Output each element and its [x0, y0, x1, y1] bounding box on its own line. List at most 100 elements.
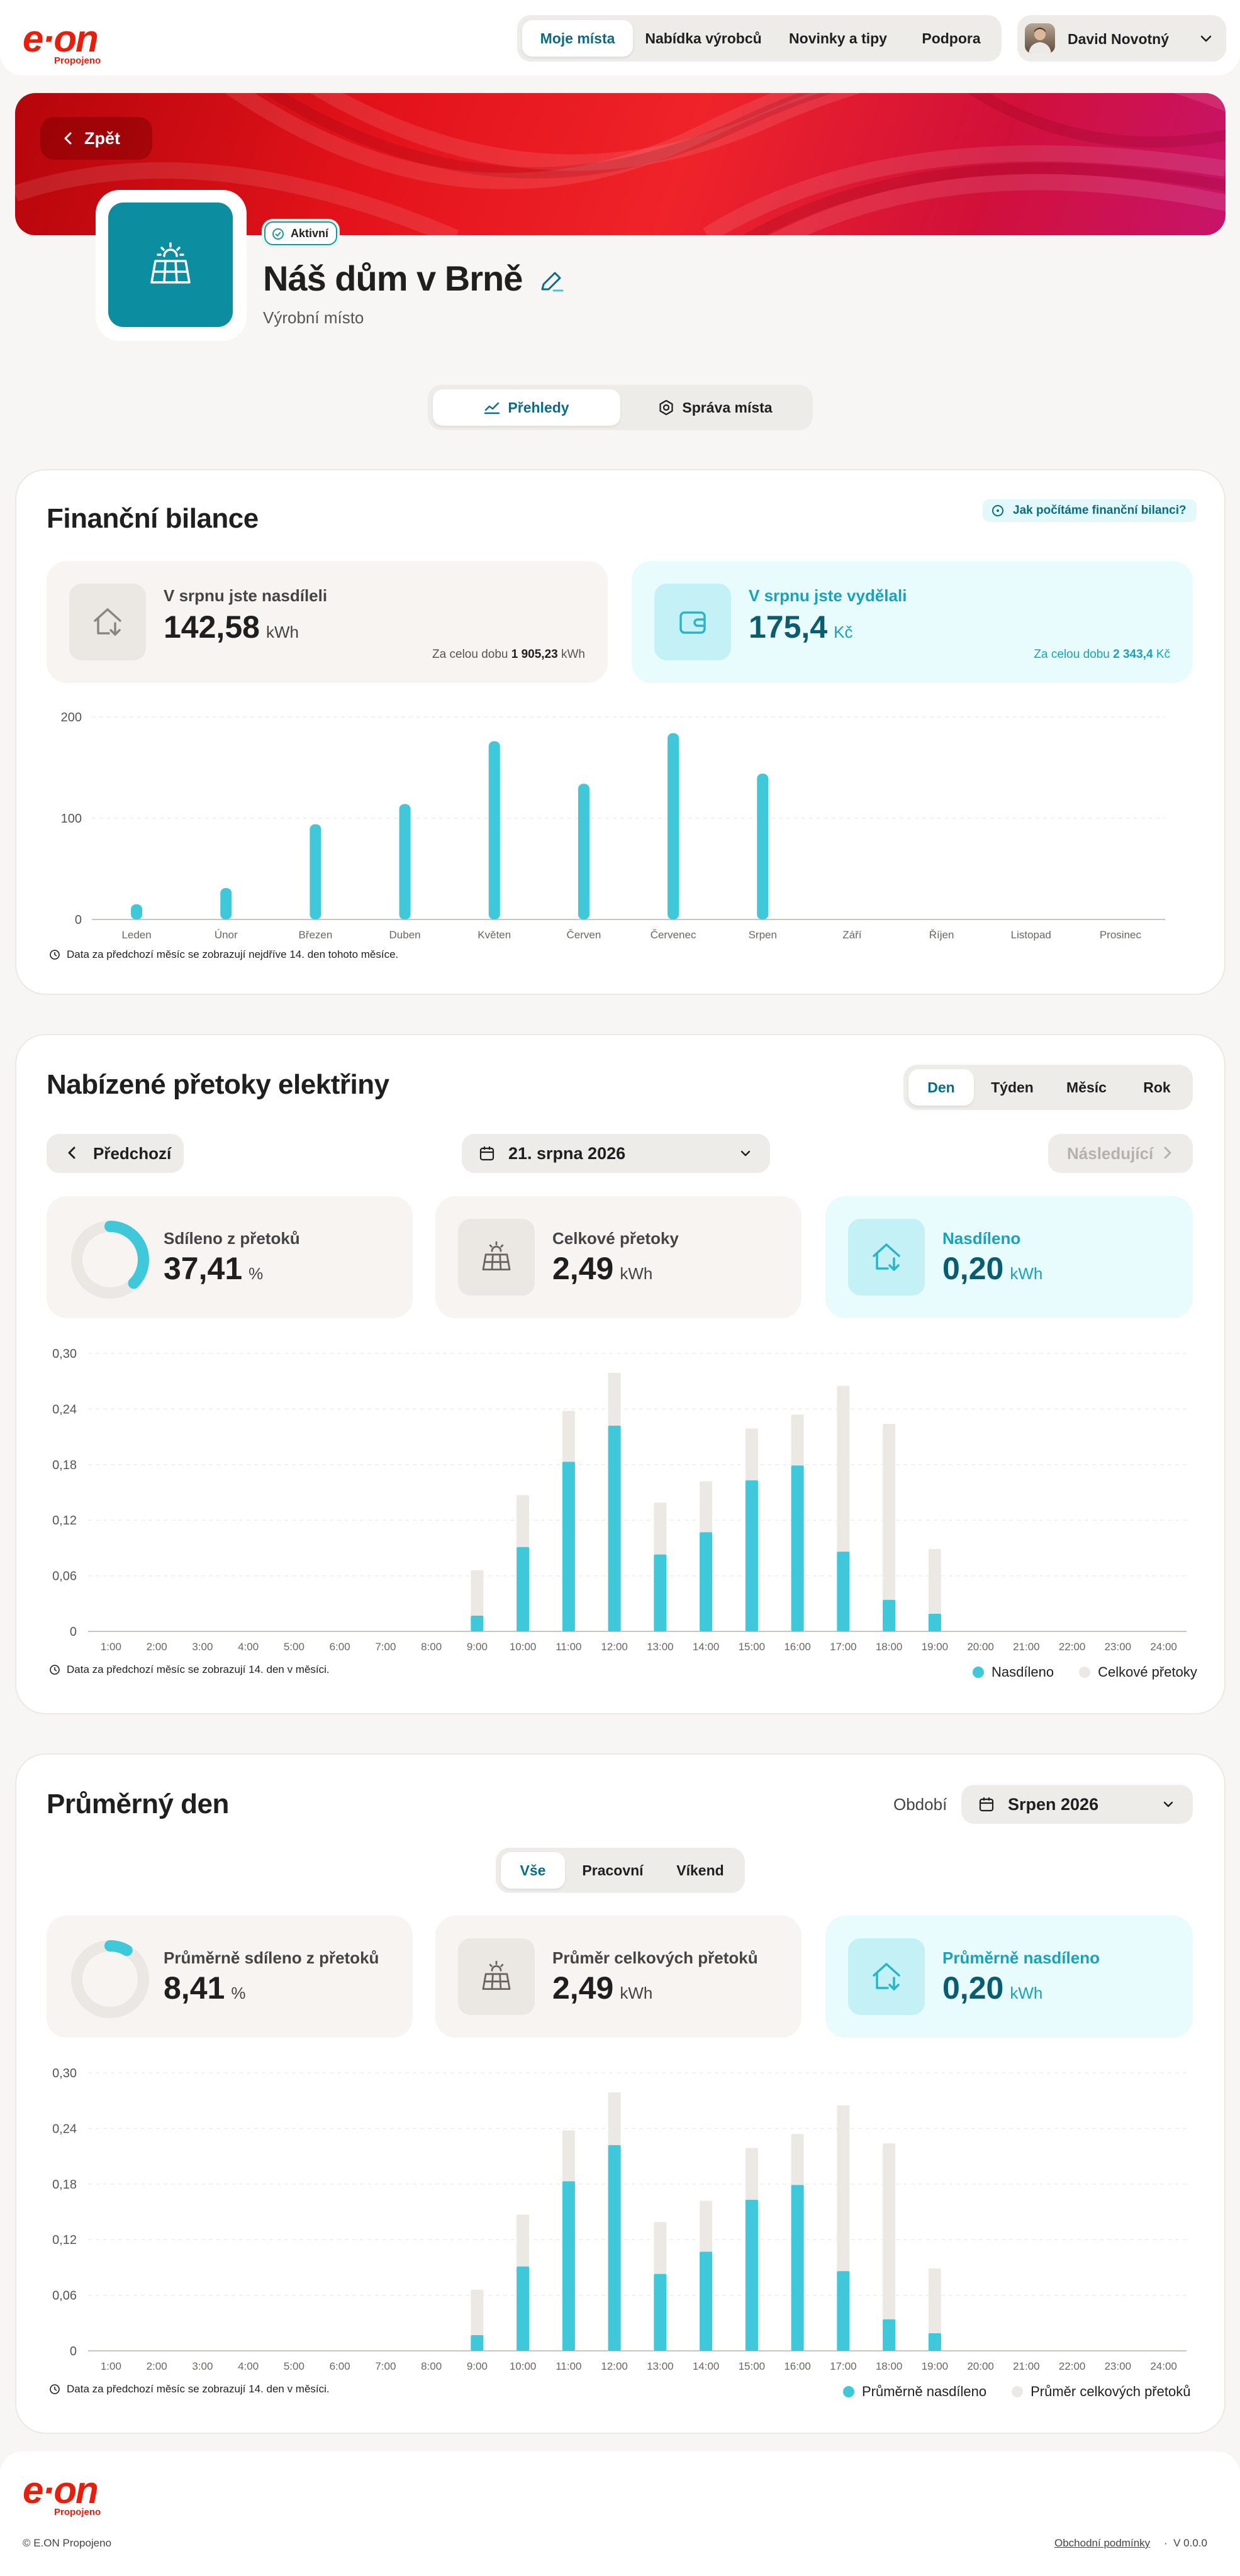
period-year[interactable]: Rok: [1143, 1079, 1171, 1096]
y-tick-label: 0,30: [52, 2067, 77, 2080]
x-tick-label: 4:00: [238, 1641, 259, 1653]
nav-producer-offers[interactable]: Nabídka výrobců: [645, 30, 762, 47]
x-tick-label: 24:00: [1150, 2360, 1177, 2372]
period-day[interactable]: Den: [908, 1069, 974, 1106]
footer-logo-wordmark: e·on: [23, 2469, 99, 2511]
bar-total: [883, 1423, 896, 1631]
avgday-note: Data za předchozí měsíc se zobrazují 14.…: [49, 2383, 330, 2396]
x-tick-label: Duben: [389, 929, 421, 941]
home-share-icon-tile: [69, 584, 146, 660]
finance-info-link[interactable]: Jak počítáme finanční bilanci?: [983, 499, 1197, 522]
bar-shared: [700, 2251, 713, 2351]
earned-card: V srpnu jste vydělali 175,4 Kč Za celou d…: [632, 561, 1193, 683]
place-tabs: Přehledy Správa místa: [428, 385, 813, 430]
date-picker[interactable]: 21. srpna 2026: [462, 1134, 770, 1173]
bar-shared: [471, 1615, 484, 1631]
day-type-switch: Vše Pracovní Víkend: [496, 1848, 745, 1893]
nav-my-places[interactable]: Moje místa: [522, 20, 633, 57]
bar-total: [928, 1548, 941, 1631]
total-value: 1 905,23: [511, 648, 558, 661]
back-button[interactable]: Zpět: [40, 117, 152, 160]
legend-avg-total-label: Průměr celkových přetoků: [1031, 2384, 1191, 2399]
x-tick-label: 21:00: [1013, 2360, 1040, 2372]
period-week[interactable]: Týden: [991, 1079, 1034, 1096]
avg-shared-percent-donut: [71, 1940, 149, 2018]
home-arrow-icon: [94, 608, 121, 636]
back-label: Zpět: [84, 128, 120, 148]
legend-shared-label: Nasdíleno: [991, 1664, 1054, 1680]
period-month[interactable]: Měsíc: [1066, 1079, 1107, 1096]
terms-link[interactable]: Obchodní podmínky: [1054, 2537, 1151, 2549]
home-share-icon-tile: [848, 1219, 925, 1296]
filter-all[interactable]: Vše: [501, 1852, 565, 1889]
bar-shared: [745, 1480, 758, 1631]
x-tick-label: 1:00: [101, 1641, 121, 1653]
solar-panel-icon: [482, 1960, 511, 1990]
avg-shared-percent-number: 8,41: [164, 1970, 225, 2006]
previous-button[interactable]: Předchozí: [47, 1134, 184, 1173]
avatar: [1025, 23, 1055, 53]
next-label: Následující: [1067, 1143, 1154, 1163]
calendar-icon: [479, 1146, 494, 1161]
shared-flows-number: 0,20: [942, 1251, 1004, 1286]
avg-total-flows-label: Průměr celkových přetoků: [552, 1948, 758, 1967]
next-button[interactable]: Následující: [1048, 1134, 1193, 1173]
total-flows-label: Celkové přetoky: [552, 1229, 679, 1248]
shared-percent-donut: [71, 1221, 149, 1299]
eon-logo[interactable]: e·on Propojeno: [23, 20, 101, 67]
avg-total-flows-card: Průměr celkových přetoků 2,49 kWh: [435, 1916, 802, 2038]
finance-info-label: Jak počítáme finanční bilanci?: [1013, 504, 1187, 517]
x-tick-label: 13:00: [647, 2360, 674, 2372]
bar-total: [883, 2143, 896, 2351]
avg-shared-percent-value: 8,41%: [164, 1970, 245, 2006]
x-tick-label: 9:00: [467, 2360, 488, 2372]
average-day-chart: 0 0,06 0,12 0,18 0,24 0,30 1:00 2:00 3:00 4:00 5:0…: [52, 2067, 1187, 2372]
calendar-icon: [979, 1797, 994, 1812]
user-menu[interactable]: David Novotný: [1017, 15, 1226, 62]
chevron-left-icon: [68, 1146, 75, 1159]
bar: [488, 741, 500, 919]
period-value: Srpen 2026: [1008, 1794, 1099, 1814]
tab-overviews[interactable]: Přehledy: [433, 389, 620, 426]
nav-support[interactable]: Podpora: [922, 30, 981, 47]
x-tick-label: 8:00: [421, 2360, 442, 2372]
avg-shared-label: Průměrně nasdíleno: [942, 1948, 1100, 1967]
x-tick-label: 9:00: [467, 1641, 488, 1653]
footer-logo[interactable]: e·on Propojeno: [23, 2472, 101, 2518]
footer-logo-subtitle: Propojeno: [54, 2507, 101, 2518]
x-tick-label: Leden: [121, 929, 151, 941]
shared-energy-number: 142,58: [164, 609, 260, 645]
x-tick-label: 1:00: [101, 2360, 121, 2372]
previous-label: Předchozí: [93, 1143, 172, 1163]
x-tick-label: 17:00: [830, 1641, 857, 1653]
avg-shared-percent-unit: %: [231, 1984, 246, 2002]
x-tick-label: 12:00: [601, 1641, 628, 1653]
edit-icon[interactable]: [537, 268, 565, 296]
y-tick-label: 0: [70, 2345, 77, 2358]
x-tick-label: 23:00: [1105, 1641, 1132, 1653]
copyright: © E.ON Propojeno: [23, 2537, 112, 2549]
shared-percent-label: Sdíleno z přetoků: [164, 1229, 300, 1248]
bar-shared: [837, 1552, 850, 1631]
filter-weekend[interactable]: Víkend: [676, 1862, 724, 1879]
filter-workdays[interactable]: Pracovní: [582, 1862, 644, 1879]
x-tick-label: 22:00: [1059, 2360, 1086, 2372]
x-tick-label: 24:00: [1150, 1641, 1177, 1653]
chevron-down-icon[interactable]: [1197, 29, 1215, 48]
gear-icon: [659, 399, 673, 416]
x-tick-label: 16:00: [784, 2360, 811, 2372]
bar-shared: [562, 1462, 575, 1631]
solar-icon-tile: [458, 1938, 535, 2015]
shared-energy-card: V srpnu jste nasdíleli 142,58 kWh Za celo…: [47, 561, 608, 683]
x-tick-label: 12:00: [601, 2360, 628, 2372]
earned-label: V srpnu jste vydělali: [749, 586, 907, 605]
bar-shared: [791, 1465, 804, 1631]
period-label: Období: [893, 1795, 947, 1814]
tab-place-settings[interactable]: Správa místa: [623, 389, 808, 426]
x-tick-label: 10:00: [510, 1641, 537, 1653]
x-tick-label: 19:00: [922, 1641, 949, 1653]
nav-news-tips[interactable]: Novinky a tipy: [789, 30, 887, 47]
bar-shared: [562, 2181, 575, 2351]
shared-energy-unit: kWh: [265, 623, 299, 641]
period-picker[interactable]: Srpen 2026: [961, 1785, 1193, 1824]
